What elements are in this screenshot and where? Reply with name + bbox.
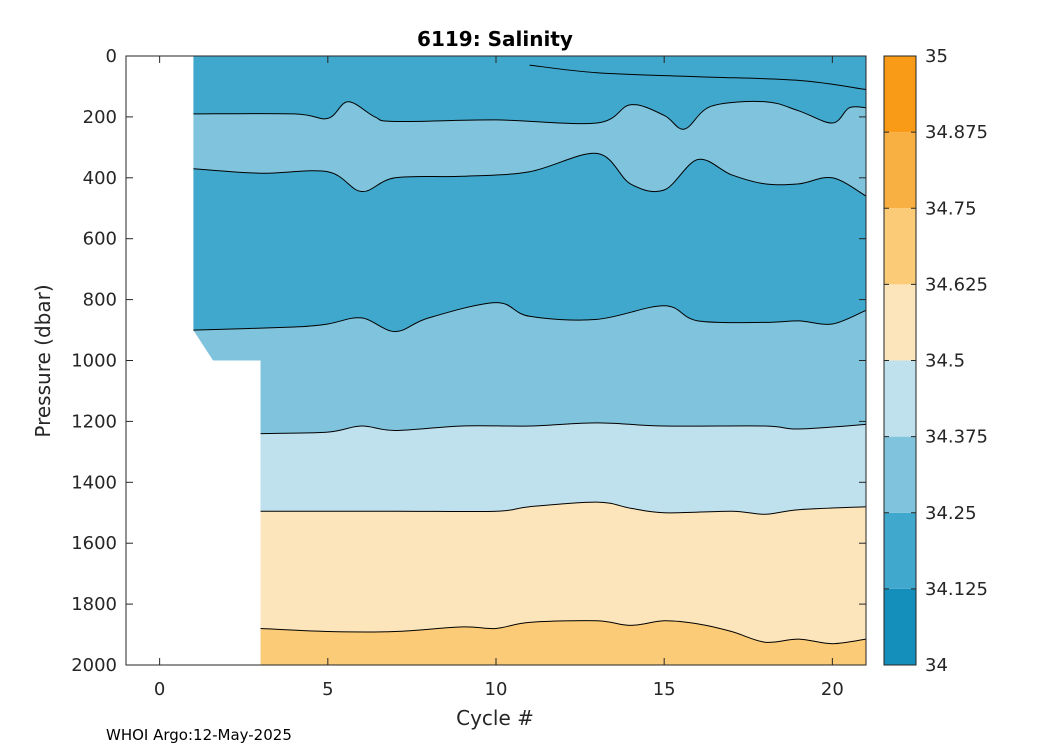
colorbar-label: 34.375 — [925, 427, 988, 448]
axes: 0 5 10 15 2002004006008001000120014001600180… — [71, 46, 867, 700]
colorbar-swatch — [884, 132, 916, 209]
y-axis-label: Pressure (dbar) — [31, 284, 55, 437]
contour-line-core-layer — [193, 302, 866, 333]
colorbar-swatch — [884, 208, 916, 285]
y-tick-label: 200 — [83, 107, 117, 128]
contour-band-core-layer — [193, 153, 866, 332]
y-tick-label: 1600 — [71, 533, 117, 554]
colorbar-swatch — [884, 512, 916, 589]
y-tick-label: 600 — [83, 229, 117, 250]
contour-line-bottom-warm-layer — [260, 620, 866, 645]
contour-band-intermediate-layer — [193, 302, 866, 434]
x-tick-label: 20 — [821, 679, 844, 700]
colorbar-label: 34.75 — [925, 198, 977, 219]
y-tick-label: 0 — [106, 46, 117, 67]
contour-band-upper-layer — [193, 56, 866, 130]
contour-band-bottom-warm-layer — [260, 502, 866, 644]
x-axis-label: Cycle # — [456, 706, 534, 730]
y-tick-label: 400 — [83, 168, 117, 189]
contour-lines — [193, 64, 866, 645]
colorbar-swatch — [884, 56, 916, 133]
y-tick-label: 1200 — [71, 411, 117, 432]
colorbar-swatch — [884, 284, 916, 361]
colorbar-label: 34 — [925, 655, 948, 676]
footer-credit: WHOI Argo:12-May-2025 — [106, 726, 292, 744]
contour-band-bottom-band — [260, 620, 866, 665]
contour-band-lens-layer — [193, 101, 866, 197]
contour-line-lens-layer — [193, 152, 866, 197]
contour-line-upper-layer — [193, 100, 866, 130]
x-tick-label: 15 — [653, 679, 676, 700]
x-tick-label: 0 — [154, 679, 165, 700]
y-tick-label: 800 — [83, 290, 117, 311]
colorbar-swatch — [884, 588, 916, 665]
colorbar-label: 34.625 — [925, 274, 988, 295]
contour-band-deep-layer — [260, 422, 866, 515]
colorbar: 34 34.125 34.25 34.375 34.5 34.625 34.75 34.875… — [883, 46, 988, 676]
colorbar-swatch — [884, 436, 916, 513]
contour-line-intermediate-layer — [260, 422, 866, 435]
x-tick-label: 5 — [322, 679, 333, 700]
plot-area — [193, 56, 866, 665]
y-tick-label: 1800 — [71, 594, 117, 615]
contour-line-surface-fresh — [529, 64, 866, 90]
contour-fills — [193, 56, 866, 665]
chart-title: 6119: Salinity — [417, 27, 573, 51]
colorbar-label: 34.5 — [925, 351, 965, 372]
y-tick-label: 1400 — [71, 472, 117, 493]
contour-line-deep-layer — [260, 501, 866, 515]
colorbar-label: 34.25 — [925, 503, 977, 524]
colorbar-label: 34.125 — [925, 579, 988, 600]
colorbar-label: 35 — [925, 46, 948, 67]
colorbar-swatch — [884, 360, 916, 437]
colorbar-label: 34.875 — [925, 122, 988, 143]
x-tick-label: 10 — [485, 679, 508, 700]
y-tick-label: 2000 — [71, 655, 117, 676]
y-tick-label: 1000 — [71, 351, 117, 372]
